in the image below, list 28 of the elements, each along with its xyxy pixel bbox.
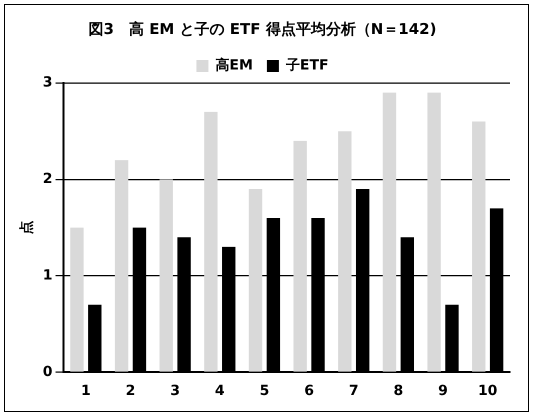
x-tick-label: 2: [126, 383, 136, 400]
y-tick-label: 2: [42, 171, 53, 188]
x-tick-label: 8: [394, 383, 404, 400]
legend-label: 子ETF: [284, 58, 329, 74]
bar: [70, 228, 84, 372]
bar: [382, 92, 396, 372]
bar: [472, 122, 486, 372]
x-tick-label: 7: [348, 383, 359, 400]
chart-title: 図3 高 EM と子の ETF 得点平均分析（N＝142): [88, 20, 436, 38]
x-tick-label: 6: [304, 383, 314, 400]
y-tick-label: 1: [42, 267, 53, 284]
legend-label: 高EM: [215, 56, 253, 74]
bar: [248, 189, 262, 372]
x-tick-label: 5: [260, 383, 270, 400]
x-tick-label: 3: [170, 383, 180, 400]
y-axis-title: 点: [19, 220, 36, 235]
x-tick-label: 9: [438, 383, 448, 400]
y-tick-label: 3: [42, 74, 53, 91]
bar: [338, 131, 352, 372]
x-tick-label: 1: [80, 383, 91, 400]
x-tick-label: 10: [478, 383, 498, 400]
bar: [114, 160, 128, 372]
bar: [160, 179, 173, 372]
y-tick-label: 0: [42, 364, 53, 380]
bar: [293, 140, 307, 372]
x-tick-label: 4: [214, 383, 225, 400]
bar: [204, 112, 218, 372]
bar: [427, 92, 441, 372]
